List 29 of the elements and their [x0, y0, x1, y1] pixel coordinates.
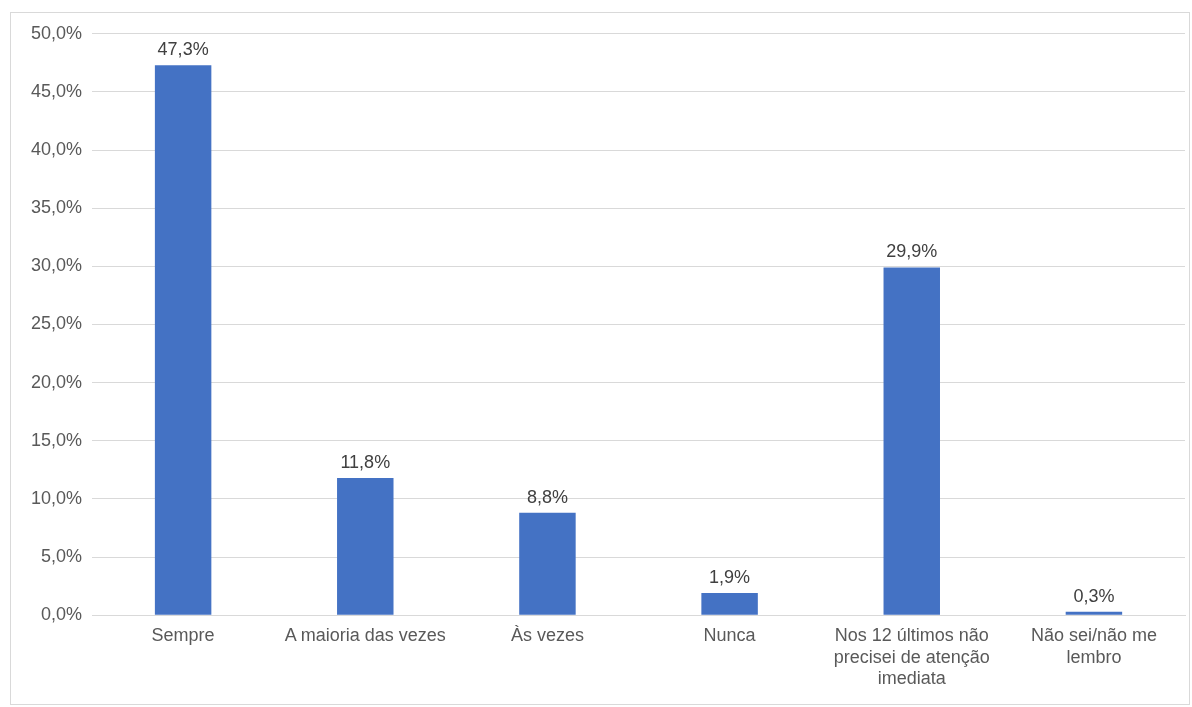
- x-tick-label: Nunca: [703, 624, 757, 645]
- x-tick-label: Às vezes: [510, 624, 584, 645]
- y-tick-label: 15,0%: [30, 429, 83, 450]
- y-tick-label: 5,0%: [41, 546, 83, 567]
- data-label: 47,3%: [157, 39, 209, 60]
- bar: [701, 593, 758, 615]
- bar: [337, 477, 394, 615]
- bar: [519, 512, 576, 615]
- y-tick-label: 40,0%: [30, 139, 83, 160]
- bar: [154, 65, 212, 615]
- x-tick-label: Não sei/não me lembro: [1030, 624, 1157, 667]
- y-tick-label: 30,0%: [30, 255, 83, 276]
- y-tick-label: 35,0%: [30, 197, 83, 218]
- y-tick-label: 45,0%: [30, 80, 83, 101]
- data-label: 0,3%: [1073, 585, 1115, 606]
- x-tick-label: Sempre: [151, 624, 215, 645]
- data-label: 29,9%: [886, 241, 938, 262]
- y-tick-label: 25,0%: [30, 313, 83, 334]
- y-tick-label: 20,0%: [30, 371, 83, 392]
- data-label: 8,8%: [526, 486, 568, 507]
- data-label: 11,8%: [340, 451, 391, 472]
- y-tick-label: 0,0%: [41, 604, 83, 625]
- bar: [1065, 611, 1123, 615]
- y-tick-label: 50,0%: [30, 22, 83, 43]
- y-tick-label: 10,0%: [30, 487, 83, 508]
- bar: [883, 267, 940, 615]
- data-label: 1,9%: [709, 567, 751, 588]
- x-tick-label: A maioria das vezes: [284, 624, 446, 645]
- x-tick-label: Nos 12 últimos não precisei de atenção imediata: [833, 624, 990, 689]
